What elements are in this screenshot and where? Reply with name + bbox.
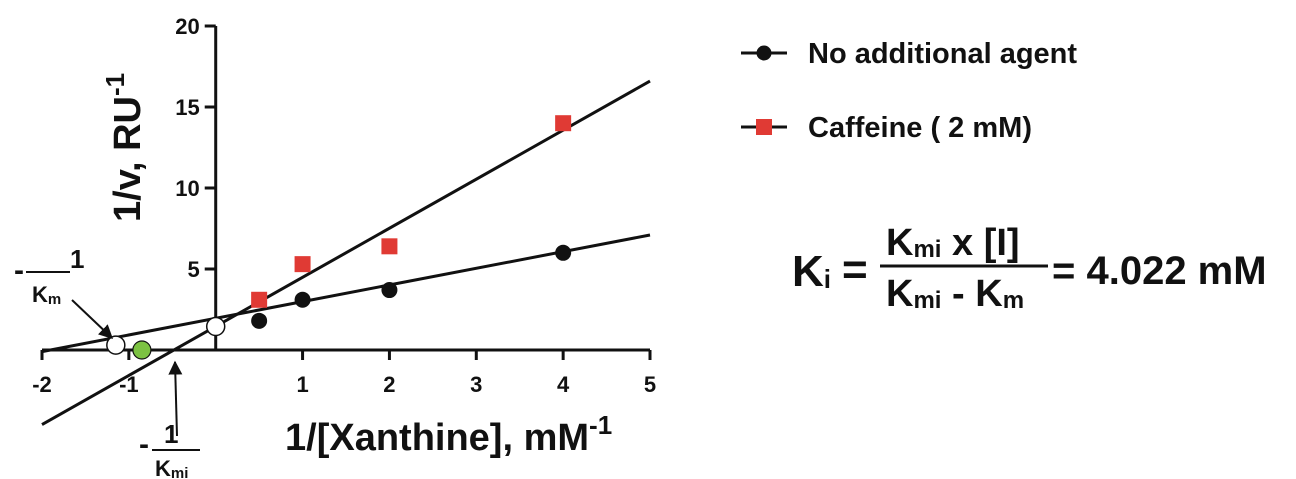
data-point-series-0 <box>251 312 268 329</box>
svg-text:1: 1 <box>70 244 84 274</box>
data-point-series-0 <box>555 244 572 261</box>
x-axis-title: 1/[Xanthine], mM-1 <box>285 410 612 459</box>
data-point-series-0 <box>381 282 398 299</box>
ki-equation: Ki = Kmi x [I] Kmi - Km = 4.022 mM <box>792 222 1267 315</box>
svg-text:Kmi x [I]: Kmi x [I] <box>886 222 1020 264</box>
data-point-series-1 <box>294 256 311 273</box>
km-annotation: - 1 Km <box>14 244 114 339</box>
legend-item-no-agent: No additional agent <box>741 38 1077 70</box>
data-point-series-1 <box>381 238 398 255</box>
svg-text:-: - <box>14 254 24 287</box>
legend-marker-circle <box>756 45 772 61</box>
y-tick-label: 10 <box>175 176 199 201</box>
regression-lines <box>41 79 651 426</box>
tick-marks: -2 -1 1 2 3 4 5 5 10 15 20 <box>32 14 656 397</box>
fit-line-series-1 <box>41 79 651 426</box>
x-tick-label: 3 <box>470 372 482 397</box>
svg-text:= 4.022 mM: = 4.022 mM <box>1052 249 1267 293</box>
kmi-arrow <box>168 360 183 437</box>
svg-text:Kmi - Km: Kmi - Km <box>886 273 1024 315</box>
legend-marker-square <box>756 119 772 135</box>
svg-text:Kmi: Kmi <box>155 456 188 479</box>
legend-label-caffeine: Caffeine ( 2 mM) <box>808 112 1032 144</box>
x-tick-label: 2 <box>383 372 395 397</box>
svg-text:Km: Km <box>32 282 61 308</box>
data-points <box>251 115 572 329</box>
y-tick-label: 20 <box>175 14 199 39</box>
open-intercept-point <box>205 316 226 337</box>
legend-item-caffeine: Caffeine ( 2 mM) <box>741 112 1032 144</box>
legend-label-no-agent: No additional agent <box>808 38 1077 70</box>
intercept-points <box>106 316 226 360</box>
legend: No additional agent Caffeine ( 2 mM) <box>741 38 1077 144</box>
y-tick-label: 15 <box>175 95 199 120</box>
data-point-series-1 <box>555 115 572 132</box>
y-tick-label: 5 <box>187 257 199 282</box>
svg-text:=: = <box>842 245 868 294</box>
fit-line-series-0 <box>41 233 651 354</box>
x-tick-label: 4 <box>557 372 570 397</box>
kmi-annotation: - 1 Kmi <box>139 360 200 479</box>
svg-text:1: 1 <box>164 419 178 449</box>
y-axis-title: 1/v, RU-1 <box>100 73 149 222</box>
data-point-series-0 <box>294 291 311 308</box>
km-arrow <box>71 299 114 339</box>
green-intercept-point <box>132 340 152 360</box>
x-tick-label: 5 <box>644 372 656 397</box>
x-tick-label: -1 <box>119 372 139 397</box>
open-intercept-point <box>106 335 126 355</box>
x-tick-label: -2 <box>32 372 52 397</box>
data-point-series-1 <box>251 291 268 308</box>
svg-text:Ki: Ki <box>792 247 831 296</box>
svg-text:-: - <box>139 428 149 461</box>
x-tick-label: 1 <box>296 372 308 397</box>
